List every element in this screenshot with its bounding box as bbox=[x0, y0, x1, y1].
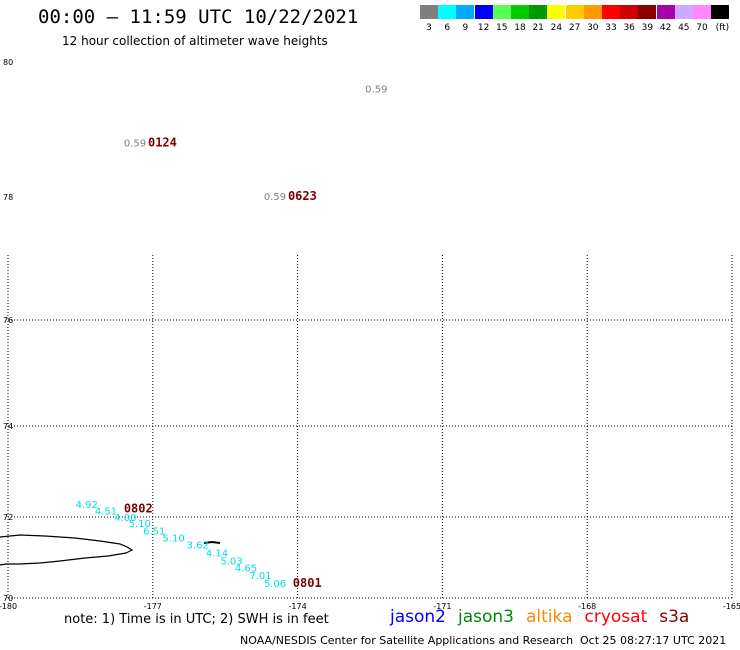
units-note: note: 1) Time is in UTC; 2) SWH is in fe… bbox=[64, 612, 329, 627]
colorbar-tick-label: 39 bbox=[641, 23, 654, 33]
colorbar-swatch bbox=[565, 5, 584, 19]
colorbar-swatch bbox=[438, 5, 457, 19]
longitude-label: -165 bbox=[723, 602, 740, 611]
colorbar-tick-label: 70 bbox=[696, 23, 708, 33]
colorbar-swatch bbox=[420, 5, 438, 19]
wave-height-value: 0.59 bbox=[365, 84, 387, 95]
pass-time-label: 0623 bbox=[288, 189, 317, 203]
longitude-label: -174 bbox=[289, 602, 307, 611]
wave-height-value: 6.51 bbox=[143, 526, 165, 537]
wave-height-value: 4.14 bbox=[206, 549, 228, 560]
colorbar-tick-label: 12 bbox=[477, 23, 490, 33]
colorbar-swatch bbox=[711, 5, 730, 19]
wave-height-value: 0.59 bbox=[124, 138, 146, 149]
colorbar-swatch bbox=[529, 5, 548, 19]
generated-timestamp: Oct 25 08:27:17 UTC 2021 bbox=[580, 634, 727, 647]
wave-height-value: 5.06 bbox=[264, 579, 286, 590]
legend-satellite-altika: altika bbox=[526, 607, 573, 627]
latitude-label: 78 bbox=[3, 193, 13, 202]
axis-labels: 80 78 76 74 72 70-180 -177 -174 -171 -168 -165 bbox=[0, 58, 740, 611]
colorbar-tick-label: 30 bbox=[587, 23, 599, 33]
colorbar-tick-label: 36 bbox=[623, 23, 635, 33]
longitude-label: -180 bbox=[0, 602, 17, 611]
colorbar-tick-label: 15 bbox=[496, 23, 508, 33]
colorbar-swatch bbox=[602, 5, 620, 19]
colorbar-tick-label: 21 bbox=[532, 23, 544, 33]
latitude-label: 74 bbox=[3, 422, 13, 431]
colorbar-swatch bbox=[693, 5, 711, 19]
colorbar-tick-label: 9 bbox=[462, 23, 469, 33]
colorbar-swatch bbox=[674, 5, 693, 19]
map-grid bbox=[7, 255, 733, 599]
colorbar-swatch bbox=[456, 5, 475, 19]
wave-height-value: 0.59 bbox=[264, 192, 286, 203]
colorbar-tick-label: 18 bbox=[514, 23, 526, 33]
wave-height-value: 7.01 bbox=[249, 571, 271, 582]
wave-height-value: 5.10 bbox=[162, 533, 184, 544]
longitude-label: -171 bbox=[433, 602, 451, 611]
colorbar-swatch bbox=[620, 5, 639, 19]
colorbar-tick-label: 3 bbox=[426, 23, 432, 33]
colorbar-swatch bbox=[511, 5, 529, 19]
colorbar-tick-label: 45 bbox=[678, 23, 690, 33]
colorbar-tick-label: 27 bbox=[568, 23, 581, 33]
colorbar-swatch bbox=[656, 5, 675, 19]
legend-satellite-cryosat: cryosat bbox=[584, 607, 648, 627]
legend-satellite-s3a: s3a bbox=[659, 607, 690, 627]
wave-height-value: 3.62 bbox=[187, 541, 209, 552]
map-subtitle: 12 hour collection of altimeter wave hei… bbox=[62, 34, 328, 48]
satellite-legend: jason2 jason3 altika cryosat s3a bbox=[390, 607, 701, 627]
wave-height-value: 4.51 bbox=[95, 507, 117, 518]
latitude-label: 72 bbox=[3, 513, 13, 522]
colorbar-swatch bbox=[583, 5, 602, 19]
latitude-label: 76 bbox=[3, 316, 13, 325]
latitude-label: 80 bbox=[3, 58, 13, 67]
colorbar-tick-label: 33 bbox=[605, 23, 617, 33]
longitude-label: -177 bbox=[144, 602, 162, 611]
colorbar-swatch bbox=[492, 5, 511, 19]
latitude-label: 70 bbox=[3, 594, 13, 603]
legend-satellite-jason2: jason2 bbox=[390, 607, 446, 627]
legend-satellite-jason3: jason3 bbox=[458, 607, 514, 627]
altimeter-observations: 0.590.590.594.924.514.005.106.515.103.62… bbox=[76, 84, 388, 590]
pass-time-label: 0802 bbox=[124, 501, 153, 515]
small-island bbox=[203, 540, 221, 544]
colorbar-tick-label: 42 bbox=[659, 23, 672, 33]
wave-height-value: 5.03 bbox=[220, 556, 242, 567]
colorbar-swatch bbox=[547, 5, 566, 19]
credit-line: NOAA/NESDIS Center for Satellite Applica… bbox=[240, 634, 574, 647]
colorbar-tick-label: 24 bbox=[550, 23, 563, 33]
wave-height-value: 4.00 bbox=[114, 513, 136, 524]
colorbar-swatch bbox=[474, 5, 493, 19]
coastline bbox=[0, 534, 221, 566]
wave-height-value: 4.92 bbox=[76, 500, 98, 511]
longitude-label: -168 bbox=[578, 602, 596, 611]
landmass-outline bbox=[0, 534, 134, 566]
wave-height-value: 4.65 bbox=[235, 564, 257, 575]
colorbar-unit: (ft) bbox=[715, 23, 730, 33]
pass-time-label: 0124 bbox=[148, 135, 177, 149]
colorbar-swatch bbox=[638, 5, 657, 19]
pass-time-label: 0801 bbox=[293, 576, 322, 590]
map-title: 00:00 – 11:59 UTC 10/22/2021 bbox=[38, 6, 359, 28]
wave-height-value: 5.10 bbox=[129, 519, 151, 530]
colorbar-tick-label: 6 bbox=[444, 23, 451, 33]
